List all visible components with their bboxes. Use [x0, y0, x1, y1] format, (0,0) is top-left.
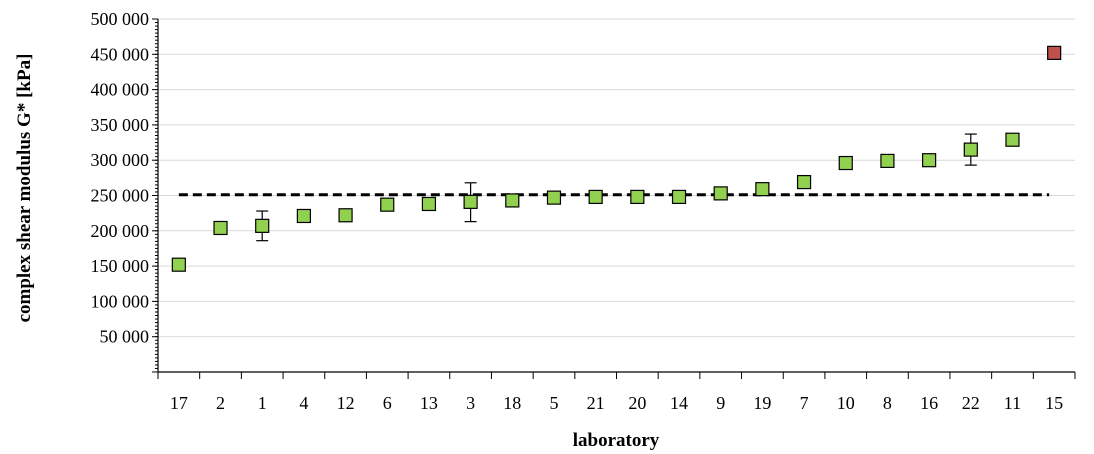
data-point [421, 196, 437, 212]
error-bars [256, 133, 977, 242]
x-tick-label: 9 [716, 393, 725, 413]
y-tick-label: 400 000 [91, 80, 150, 100]
data-point [671, 189, 687, 205]
data-point [755, 182, 770, 197]
data-point [922, 153, 937, 168]
data-point [338, 208, 353, 223]
x-tick-label: 12 [337, 393, 355, 413]
y-axis-label: complex shear modulus G* [kPa] [14, 54, 35, 323]
data-point [463, 194, 478, 209]
x-tick-label: 17 [170, 393, 188, 413]
x-tick-label: 13 [420, 393, 438, 413]
x-axis-label: laboratory [573, 430, 660, 451]
y-tick-label: 250 000 [91, 186, 150, 206]
x-axis-ticks: 17 2 1 4 12 6 13 3 18 5 21 20 14 9 19 7 10 8 16 22 11 15 [157, 372, 1076, 413]
data-point-outlier [1047, 45, 1062, 60]
y-tick-label: 450 000 [91, 44, 150, 64]
x-tick-label: 11 [1004, 393, 1021, 413]
y-tick-label: 50 000 [100, 327, 150, 347]
x-tick-label: 14 [670, 393, 688, 413]
x-tick-label: 15 [1045, 393, 1063, 413]
data-point [380, 197, 395, 212]
data-point [713, 186, 728, 201]
data-point [255, 218, 270, 233]
data-point [505, 193, 520, 208]
data-point [838, 155, 853, 171]
y-tick-label: 150 000 [91, 256, 150, 276]
data-point [171, 257, 186, 272]
data-point [546, 190, 562, 205]
x-tick-label: 22 [962, 393, 980, 413]
x-tick-label: 19 [753, 393, 771, 413]
x-tick-label: 2 [216, 393, 225, 413]
data-points [171, 45, 1062, 272]
y-tick-label: 200 000 [91, 221, 150, 241]
x-tick-label: 16 [920, 393, 938, 413]
data-point [796, 174, 812, 190]
y-axis-ticks: 50 000 100 000 150 000 200 000 250 000 300 00… [91, 9, 158, 373]
x-tick-label: 3 [466, 393, 475, 413]
x-tick-label: 18 [503, 393, 521, 413]
x-tick-label: 8 [883, 393, 892, 413]
data-point [880, 153, 895, 169]
data-point [630, 189, 645, 205]
x-tick-label: 6 [383, 393, 392, 413]
x-tick-label: 20 [628, 393, 646, 413]
x-tick-label: 5 [549, 393, 558, 413]
data-point [296, 208, 311, 224]
grid-lines [158, 18, 1075, 338]
data-point [588, 189, 603, 205]
data-point [213, 220, 228, 236]
data-point [1005, 132, 1020, 147]
x-tick-label: 7 [800, 393, 809, 413]
y-tick-label: 100 000 [91, 291, 150, 311]
x-tick-label: 1 [258, 393, 267, 413]
y-tick-label: 300 000 [91, 150, 150, 170]
y-tick-label: 350 000 [91, 115, 150, 135]
y-tick-label: 500 000 [91, 9, 150, 29]
data-point [963, 142, 978, 157]
x-tick-label: 4 [299, 393, 308, 413]
x-tick-label: 21 [587, 393, 605, 413]
x-tick-label: 10 [837, 393, 855, 413]
